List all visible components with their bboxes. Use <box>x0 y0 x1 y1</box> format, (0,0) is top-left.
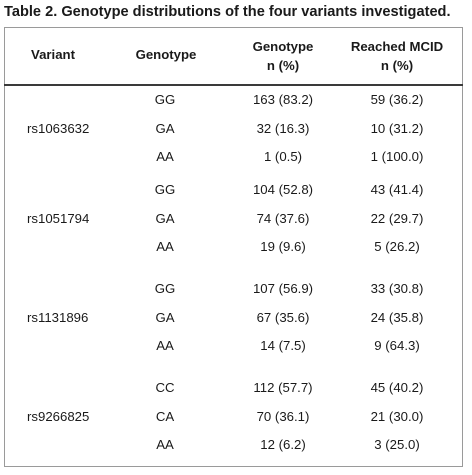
mcid-count-cell: 3 (25.0) <box>374 437 420 452</box>
genotype-cell: GG <box>154 92 176 107</box>
mcid-count-cell: 43 (41.4) <box>370 182 424 197</box>
header-mcid-line2: n (%) <box>380 58 414 73</box>
genotype-count-cell: 112 (57.7) <box>253 380 313 395</box>
genotype-count-cell: 104 (52.8) <box>252 182 314 197</box>
genotype-cell: AA <box>156 437 174 452</box>
genotype-count-cell: 12 (6.2) <box>260 437 306 452</box>
mcid-count-cell: 21 (30.0) <box>370 408 424 424</box>
genotype-count-cell: 163 (83.2) <box>252 92 314 107</box>
mcid-count-cell: 10 (31.2) <box>370 120 424 136</box>
genotype-cell: CC <box>155 380 175 395</box>
table-caption: Table 2. Genotype distributions of the f… <box>4 4 451 20</box>
genotype-cell: GA <box>155 210 175 226</box>
mcid-count-cell: 5 (26.2) <box>374 239 420 254</box>
header-variant: Variant <box>31 47 75 62</box>
mcid-count-cell: 22 (29.7) <box>370 210 424 226</box>
genotype-cell: AA <box>156 149 174 164</box>
genotype-count-cell: 14 (7.5) <box>260 338 306 353</box>
variant-label: rs9266825 <box>27 408 90 424</box>
genotype-count-cell: 107 (56.9) <box>252 281 314 296</box>
header-genotype: Genotype <box>135 47 197 62</box>
genotype-cell: GG <box>154 281 176 296</box>
genotype-count-cell: 1 (0.5) <box>263 149 303 164</box>
mcid-count-cell: 9 (64.3) <box>374 338 420 353</box>
header-rule <box>4 84 463 86</box>
table-frame <box>4 27 463 467</box>
genotype-count-cell: 70 (36.1) <box>256 408 310 424</box>
mcid-count-cell: 45 (40.2) <box>370 380 424 395</box>
genotype-cell: GG <box>154 182 176 197</box>
genotype-cell: GA <box>155 120 175 136</box>
genotype-cell: GA <box>155 309 175 325</box>
variant-label: rs1063632 <box>27 120 90 136</box>
variant-label: rs1131896 <box>27 309 89 325</box>
genotype-count-cell: 19 (9.6) <box>260 239 306 254</box>
mcid-count-cell: 24 (35.8) <box>370 309 424 325</box>
header-genotype-n-line2: n (%) <box>266 58 300 73</box>
genotype-cell: CA <box>155 408 175 424</box>
genotype-cell: AA <box>156 239 174 254</box>
genotype-count-cell: 67 (35.6) <box>256 309 310 325</box>
genotype-count-cell: 32 (16.3) <box>256 120 310 136</box>
mcid-count-cell: 59 (36.2) <box>370 92 424 107</box>
variant-label: rs1051794 <box>27 210 90 226</box>
mcid-count-cell: 1 (100.0) <box>370 149 424 164</box>
genotype-cell: AA <box>156 338 174 353</box>
genotype-count-cell: 74 (37.6) <box>256 210 310 226</box>
mcid-count-cell: 33 (30.8) <box>370 281 424 296</box>
header-mcid-line1: Reached MCID <box>350 39 444 54</box>
header-genotype-n-line1: Genotype <box>252 39 314 54</box>
